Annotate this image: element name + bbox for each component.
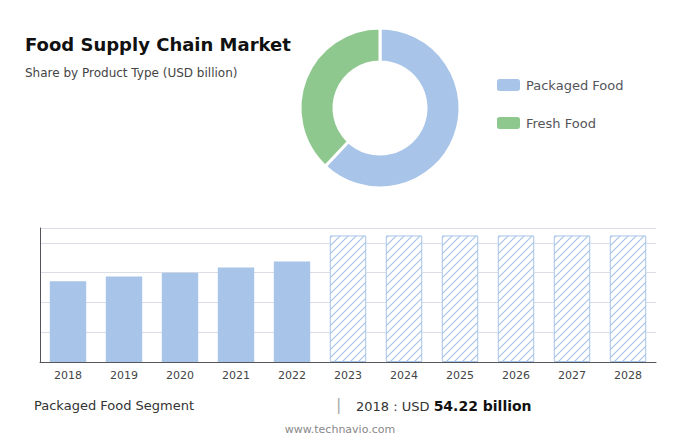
svg-text:www.technavio.com: www.technavio.com (285, 423, 395, 436)
svg-text:Packaged Food: Packaged Food (526, 78, 623, 93)
svg-text:54.22 billion: 54.22 billion (434, 398, 532, 414)
svg-text:2026: 2026 (502, 369, 530, 382)
svg-text:2020: 2020 (166, 369, 194, 382)
svg-text:Fresh Food: Fresh Food (526, 116, 596, 131)
svg-text:2018 : USD: 2018 : USD (356, 399, 434, 414)
svg-text:Share by Product Type (USD bil: Share by Product Type (USD billion) (25, 66, 237, 80)
svg-text:Packaged Food Segment: Packaged Food Segment (34, 398, 194, 413)
svg-text:2027: 2027 (558, 369, 586, 382)
svg-text:2028: 2028 (614, 369, 642, 382)
svg-text:Food Supply Chain Market: Food Supply Chain Market (25, 34, 291, 55)
svg-text:2022: 2022 (278, 369, 306, 382)
svg-text:2023: 2023 (334, 369, 362, 382)
svg-text:2024: 2024 (390, 369, 418, 382)
svg-text:2018: 2018 (54, 369, 82, 382)
svg-text:2021: 2021 (222, 369, 250, 382)
svg-text:2025: 2025 (446, 369, 474, 382)
svg-text:|: | (336, 395, 341, 414)
svg-text:2019: 2019 (110, 369, 138, 382)
